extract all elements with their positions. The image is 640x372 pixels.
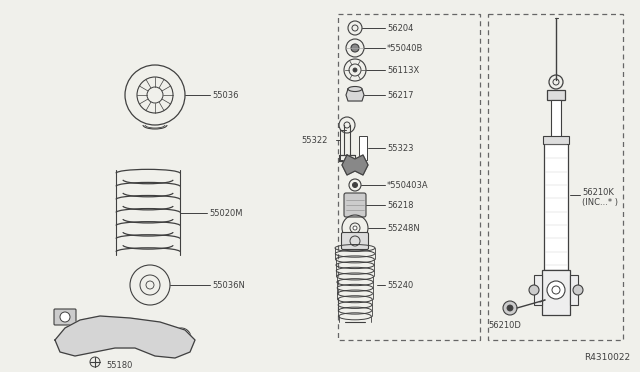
Text: 55036: 55036 bbox=[212, 90, 239, 99]
Text: 56113X: 56113X bbox=[387, 65, 419, 74]
Ellipse shape bbox=[348, 87, 362, 92]
Text: *55040B: *55040B bbox=[387, 44, 424, 52]
Circle shape bbox=[547, 281, 565, 299]
Circle shape bbox=[64, 340, 72, 348]
Circle shape bbox=[573, 285, 583, 295]
Circle shape bbox=[503, 301, 517, 315]
Bar bbox=[570, 275, 578, 305]
Circle shape bbox=[351, 44, 359, 52]
Bar bbox=[551, 100, 561, 140]
Text: R4310022: R4310022 bbox=[584, 353, 630, 362]
FancyBboxPatch shape bbox=[54, 309, 76, 325]
Text: 55180: 55180 bbox=[107, 360, 133, 369]
FancyBboxPatch shape bbox=[344, 193, 366, 217]
Text: 56204: 56204 bbox=[387, 23, 413, 32]
Circle shape bbox=[351, 161, 359, 169]
Text: 55240: 55240 bbox=[387, 280, 413, 289]
Text: 55036N: 55036N bbox=[212, 280, 245, 289]
Polygon shape bbox=[346, 89, 364, 101]
Text: 56210D: 56210D bbox=[488, 321, 522, 330]
Text: 55020M: 55020M bbox=[209, 208, 243, 218]
Text: 56218: 56218 bbox=[387, 201, 413, 209]
Circle shape bbox=[60, 312, 70, 322]
Bar bbox=[544, 140, 568, 270]
Circle shape bbox=[353, 68, 357, 72]
Circle shape bbox=[507, 305, 513, 311]
Circle shape bbox=[68, 328, 88, 348]
Bar bbox=[359, 136, 367, 160]
Text: (INC...* ): (INC...* ) bbox=[582, 198, 618, 206]
FancyBboxPatch shape bbox=[342, 232, 369, 250]
Circle shape bbox=[121, 319, 149, 347]
Text: 55322: 55322 bbox=[301, 135, 328, 144]
Polygon shape bbox=[55, 316, 195, 358]
Bar bbox=[488, 14, 623, 340]
Bar bbox=[542, 270, 570, 315]
Circle shape bbox=[529, 285, 539, 295]
FancyBboxPatch shape bbox=[547, 90, 565, 100]
Bar bbox=[338, 14, 480, 340]
Text: 55248N: 55248N bbox=[387, 224, 420, 232]
Text: *550403A: *550403A bbox=[387, 180, 429, 189]
Text: 55323: 55323 bbox=[387, 144, 413, 153]
Bar bbox=[543, 136, 569, 144]
Text: 56217: 56217 bbox=[387, 90, 413, 99]
Bar bbox=[534, 275, 542, 305]
Circle shape bbox=[171, 328, 191, 348]
Text: 56210K: 56210K bbox=[582, 187, 614, 196]
Circle shape bbox=[353, 183, 358, 187]
Circle shape bbox=[353, 226, 357, 230]
Polygon shape bbox=[342, 155, 368, 175]
